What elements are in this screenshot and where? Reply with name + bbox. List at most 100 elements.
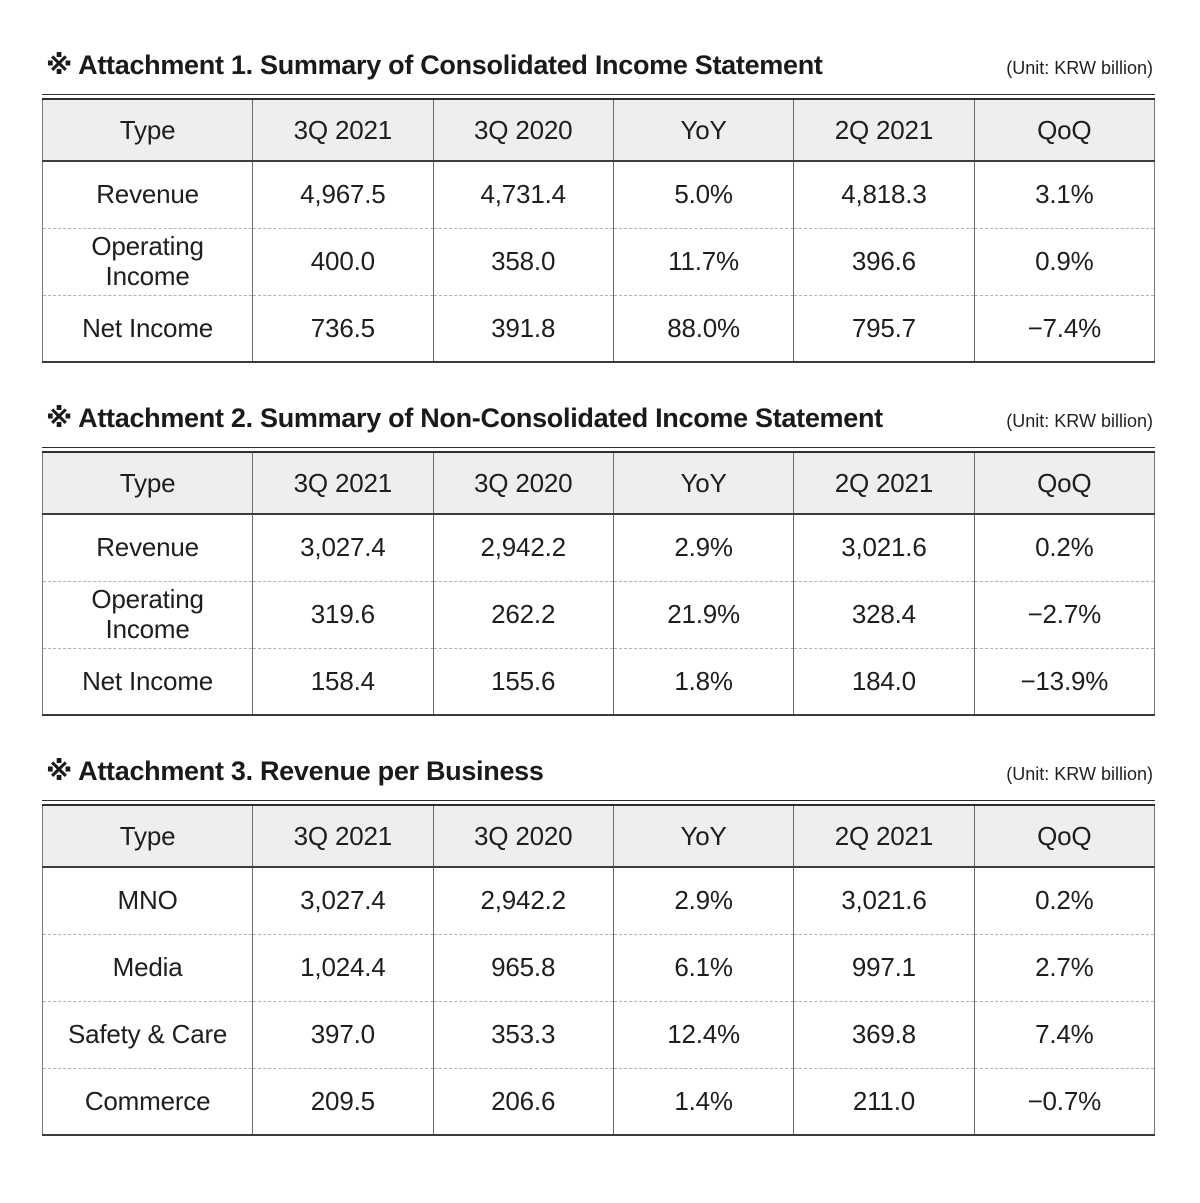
table-cell: 2.9% (612, 514, 794, 581)
table-row-media: Media 1,024.4 965.8 6.1% 997.1 2.7% (42, 933, 1155, 1001)
table-cell: 4,967.5 (252, 161, 434, 228)
unit-label: (Unit: KRW billion) (1006, 411, 1153, 431)
table-cell: 4,818.3 (793, 161, 975, 228)
column-header-yoy: YoY (612, 805, 794, 868)
table-row-mno: MNO 3,027.4 2,942.2 2.9% 3,021.6 0.2% (43, 867, 1155, 934)
table-cell: 0.2% (973, 867, 1155, 934)
table-cell: 158.4 (252, 647, 434, 715)
section-title: ※ Attachment 3. Revenue per Business (46, 756, 544, 786)
row-label: Revenue (96, 532, 199, 563)
table-cell: −2.7% (973, 580, 1155, 648)
table-row-operating-income: Operating Income 400.0 358.0 11.7% 396.6… (42, 227, 1155, 295)
table-cell: 88.0% (612, 294, 794, 362)
table-cell: 12.4% (612, 1000, 794, 1068)
row-label: Media (42, 933, 253, 1001)
table-row-operating-income: Operating Income 319.6 262.2 21.9% 328.4… (42, 580, 1155, 648)
table-cell: 1,024.4 (252, 933, 434, 1001)
column-header-3q2020: 3Q 2020 (432, 99, 614, 162)
attachment-3-section: ※ Attachment 3. Revenue per Business (Un… (42, 756, 1155, 1136)
header-row: Type 3Q 2021 3Q 2020 YoY 2Q 2021 QoQ (42, 99, 1155, 162)
table-row-revenue: Revenue 4,967.5 4,731.4 5.0% 4,818.3 3.1… (43, 161, 1155, 228)
column-header-2q2021: 2Q 2021 (793, 805, 975, 868)
table-cell: 3,021.6 (793, 514, 975, 581)
header-row: Type 3Q 2021 3Q 2020 YoY 2Q 2021 QoQ (42, 805, 1155, 868)
table-cell: 209.5 (252, 1067, 434, 1135)
table-cell: 11.7% (612, 227, 794, 295)
column-header-3q2021: 3Q 2021 (252, 452, 434, 515)
column-header-yoy: YoY (612, 99, 794, 162)
section-title: ※ Attachment 2. Summary of Non-Consolida… (46, 403, 883, 433)
table-cell: 6.1% (612, 933, 794, 1001)
revenue-per-business-table: Type 3Q 2021 3Q 2020 YoY 2Q 2021 QoQ MNO… (42, 800, 1155, 1136)
column-header-3q2021: 3Q 2021 (252, 99, 434, 162)
consolidated-income-table: Type 3Q 2021 3Q 2020 YoY 2Q 2021 QoQ Rev… (42, 94, 1155, 363)
column-header-qoq: QoQ (973, 452, 1155, 515)
table-cell: 211.0 (793, 1067, 975, 1135)
header-row: Type 3Q 2021 3Q 2020 YoY 2Q 2021 QoQ (42, 452, 1155, 515)
table-cell: 2.9% (612, 867, 794, 934)
table-row-revenue: Revenue 3,027.4 2,942.2 2.9% 3,021.6 0.2… (43, 514, 1155, 581)
attachment-3-title-row: ※ Attachment 3. Revenue per Business (Un… (46, 756, 1153, 787)
table-cell: 3,021.6 (793, 867, 975, 934)
section-title: ※ Attachment 1. Summary of Consolidated … (46, 50, 823, 80)
table-cell: −7.4% (973, 294, 1155, 362)
table-cell: 0.9% (973, 227, 1155, 295)
table-cell: 997.1 (793, 933, 975, 1001)
table-cell: 0.2% (973, 514, 1155, 581)
row-label: Revenue (96, 179, 199, 210)
attachment-2-section: ※ Attachment 2. Summary of Non-Consolida… (42, 403, 1155, 716)
table-row-commerce: Commerce 209.5 206.6 1.4% 211.0 −0.7% (42, 1067, 1155, 1135)
table-row-net-income: Net Income 158.4 155.6 1.8% 184.0 −13.9% (42, 647, 1155, 715)
column-header-2q2021: 2Q 2021 (793, 99, 975, 162)
table-cell: 353.3 (432, 1000, 614, 1068)
table-cell: 7.4% (973, 1000, 1155, 1068)
unit-label: (Unit: KRW billion) (1006, 58, 1153, 78)
table-cell: −0.7% (973, 1067, 1155, 1135)
table-cell: 4,731.4 (432, 161, 614, 228)
column-header-2q2021: 2Q 2021 (793, 452, 975, 515)
table-cell: 396.6 (793, 227, 975, 295)
table-row-net-income: Net Income 736.5 391.8 88.0% 795.7 −7.4% (42, 294, 1155, 362)
column-header-qoq: QoQ (973, 805, 1155, 868)
table-cell: 21.9% (612, 580, 794, 648)
column-header-3q2020: 3Q 2020 (432, 452, 614, 515)
attachment-1-title-row: ※ Attachment 1. Summary of Consolidated … (46, 50, 1153, 81)
table-cell: −13.9% (973, 647, 1155, 715)
column-header-qoq: QoQ (973, 99, 1155, 162)
table-row-safety-care: Safety & Care 397.0 353.3 12.4% 369.8 7.… (42, 1000, 1155, 1068)
table-cell: 3,027.4 (252, 867, 434, 934)
table-cell: 2,942.2 (432, 514, 614, 581)
table-cell: 262.2 (432, 580, 614, 648)
column-header-type: Type (42, 452, 253, 515)
row-label: Commerce (42, 1067, 253, 1135)
table-cell: 397.0 (252, 1000, 434, 1068)
table-cell: 155.6 (432, 647, 614, 715)
table-cell: 1.8% (612, 647, 794, 715)
table-cell: 1.4% (612, 1067, 794, 1135)
row-label: Net Income (42, 647, 253, 715)
unit-label: (Unit: KRW billion) (1006, 764, 1153, 784)
attachment-1-section: ※ Attachment 1. Summary of Consolidated … (42, 50, 1155, 363)
attachment-2-title-row: ※ Attachment 2. Summary of Non-Consolida… (46, 403, 1153, 434)
row-label: Safety & Care (42, 1000, 253, 1068)
column-header-3q2021: 3Q 2021 (252, 805, 434, 868)
table-cell: 206.6 (432, 1067, 614, 1135)
table-cell: 965.8 (432, 933, 614, 1001)
table-cell: 328.4 (793, 580, 975, 648)
table-cell: 2,942.2 (432, 867, 614, 934)
table-cell: 391.8 (432, 294, 614, 362)
table-cell: 5.0% (612, 161, 794, 228)
row-label: Net Income (42, 294, 253, 362)
table-cell: 369.8 (793, 1000, 975, 1068)
column-header-3q2020: 3Q 2020 (432, 805, 614, 868)
table-cell: 736.5 (252, 294, 434, 362)
table-cell: 319.6 (252, 580, 434, 648)
row-label: Operating Income (42, 580, 253, 648)
table-cell: 3,027.4 (252, 514, 434, 581)
table-cell: 795.7 (793, 294, 975, 362)
table-cell: 184.0 (793, 647, 975, 715)
column-header-yoy: YoY (612, 452, 794, 515)
row-label: Operating Income (42, 227, 253, 295)
column-header-type: Type (42, 805, 253, 868)
